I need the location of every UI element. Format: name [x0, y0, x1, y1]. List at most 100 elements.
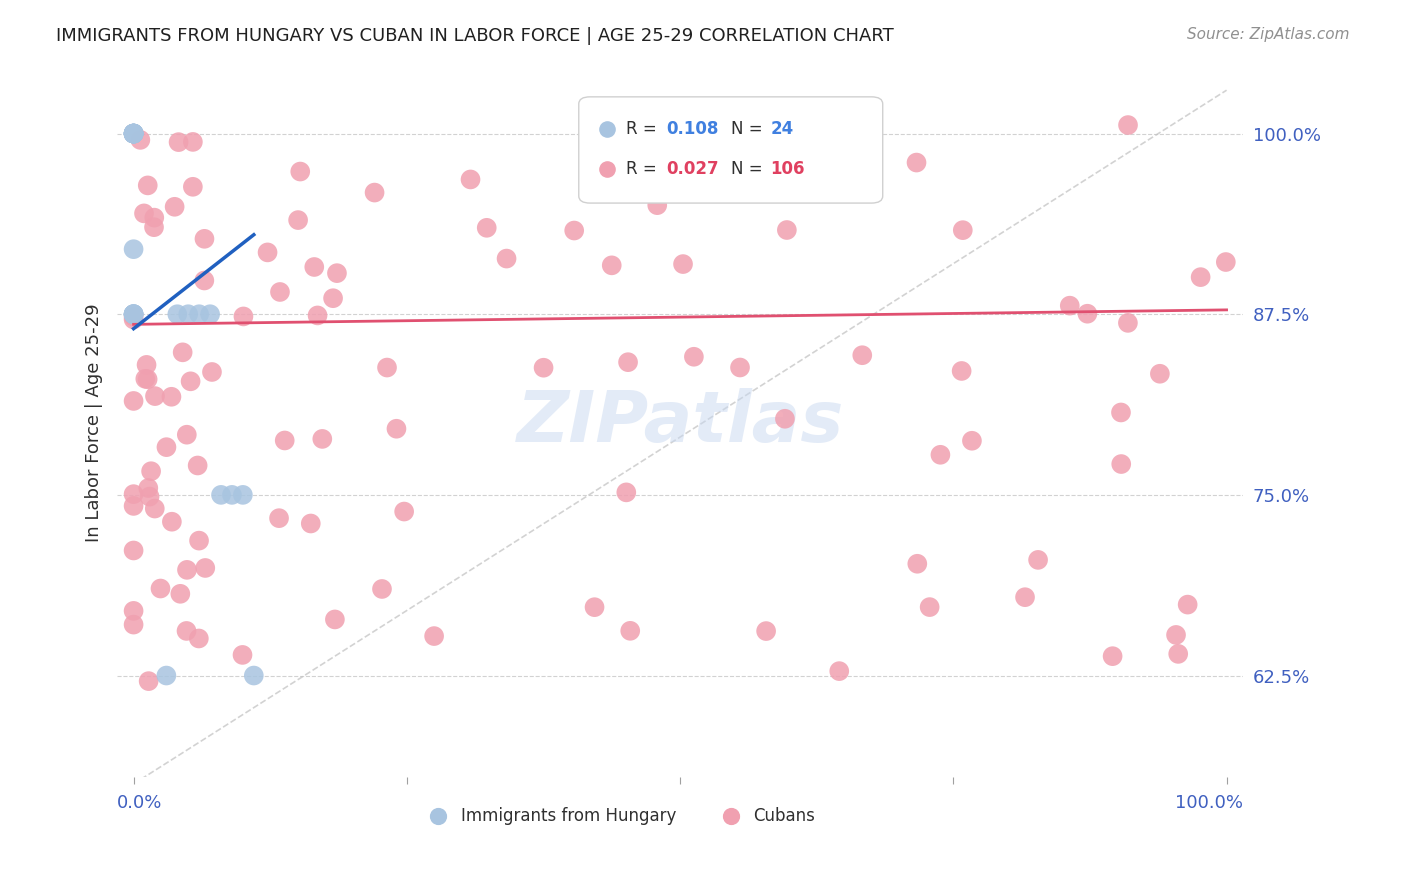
Point: [209, 488, 232, 502]
Point: [136, 178, 159, 193]
Point: [1014, 591, 1036, 605]
Text: Source: ZipAtlas.com: Source: ZipAtlas.com: [1187, 27, 1350, 42]
Point: [221, 488, 243, 502]
Point: [169, 587, 191, 601]
Text: 106: 106: [770, 160, 804, 178]
Point: [201, 365, 224, 379]
Point: [363, 186, 385, 200]
Point: [155, 440, 177, 454]
Point: [304, 260, 326, 274]
Point: [122, 307, 145, 321]
Text: R =: R =: [626, 120, 662, 137]
Point: [176, 624, 198, 638]
Point: [163, 200, 186, 214]
Point: [181, 135, 204, 149]
Point: [122, 242, 145, 256]
Text: 0.0%: 0.0%: [117, 795, 163, 813]
Text: 100.0%: 100.0%: [1175, 795, 1243, 813]
Point: [950, 364, 973, 378]
Text: 0.027: 0.027: [666, 160, 720, 178]
Point: [180, 374, 202, 388]
Point: [617, 355, 640, 369]
Point: [375, 360, 398, 375]
Point: [323, 612, 346, 626]
Point: [139, 464, 162, 478]
Point: [232, 488, 254, 502]
FancyBboxPatch shape: [579, 97, 883, 203]
Point: [929, 448, 952, 462]
Point: [600, 258, 623, 272]
Point: [143, 501, 166, 516]
Point: [495, 252, 517, 266]
Point: [176, 427, 198, 442]
Point: [122, 127, 145, 141]
Point: [392, 504, 415, 518]
Point: [155, 668, 177, 682]
Text: N =: N =: [731, 160, 768, 178]
Text: N =: N =: [731, 120, 768, 137]
Point: [122, 499, 145, 513]
Text: ZIPatlas: ZIPatlas: [516, 388, 844, 457]
Point: [167, 135, 190, 149]
Point: [187, 632, 209, 646]
Point: [1101, 649, 1123, 664]
Point: [683, 350, 706, 364]
Point: [322, 291, 344, 305]
Point: [1215, 255, 1237, 269]
Point: [160, 515, 183, 529]
Point: [256, 245, 278, 260]
Point: [952, 223, 974, 237]
Point: [136, 372, 159, 386]
Text: 0.108: 0.108: [666, 120, 718, 137]
Point: [122, 307, 145, 321]
Point: [122, 393, 145, 408]
Text: 24: 24: [770, 120, 793, 137]
Point: [122, 127, 145, 141]
Point: [583, 600, 606, 615]
Point: [851, 348, 873, 362]
Point: [177, 307, 200, 321]
Point: [122, 127, 145, 141]
Point: [1189, 270, 1212, 285]
Point: [273, 434, 295, 448]
Point: [188, 307, 211, 321]
Point: [143, 220, 166, 235]
Point: [122, 487, 145, 501]
Point: [385, 422, 408, 436]
Point: [1149, 367, 1171, 381]
Point: [172, 345, 194, 359]
Point: [122, 617, 145, 632]
Y-axis label: In Labor Force | Age 25-29: In Labor Force | Age 25-29: [86, 303, 103, 542]
Point: [138, 674, 160, 689]
Point: [1164, 628, 1187, 642]
Point: [371, 582, 394, 596]
Point: [728, 360, 751, 375]
Point: [1109, 457, 1132, 471]
Point: [122, 127, 145, 141]
Point: [290, 164, 312, 178]
Point: [614, 485, 637, 500]
Text: Immigrants from Hungary: Immigrants from Hungary: [461, 806, 676, 824]
Point: [776, 223, 799, 237]
Point: [122, 127, 145, 141]
Point: [149, 582, 172, 596]
Point: [1116, 316, 1139, 330]
Point: [598, 249, 620, 263]
Point: [460, 172, 482, 186]
Text: Cubans: Cubans: [754, 806, 815, 824]
Point: [129, 133, 152, 147]
Point: [122, 127, 145, 141]
Point: [905, 155, 928, 169]
Point: [1177, 598, 1199, 612]
Text: R =: R =: [626, 160, 662, 178]
Point: [194, 561, 217, 575]
Point: [475, 220, 498, 235]
Point: [1059, 299, 1081, 313]
Point: [122, 312, 145, 326]
Point: [311, 432, 333, 446]
Point: [232, 310, 254, 324]
Point: [122, 307, 145, 321]
Point: [269, 285, 291, 299]
Point: [122, 543, 145, 558]
Point: [181, 179, 204, 194]
